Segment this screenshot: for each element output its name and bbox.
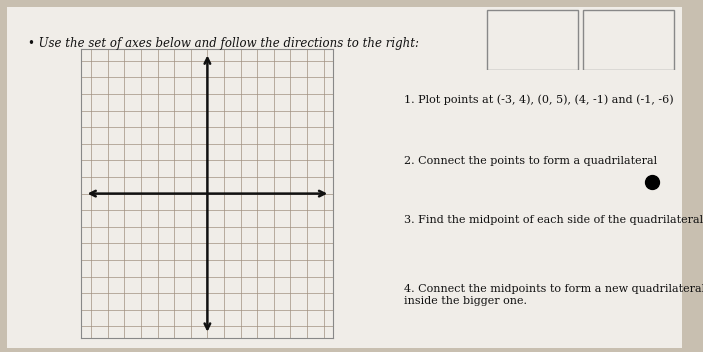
- Bar: [486, 10, 578, 70]
- Text: 4. Connect the midpoints to form a new quadrilateral
inside the bigger one.: 4. Connect the midpoints to form a new q…: [404, 284, 703, 306]
- Bar: [583, 10, 674, 70]
- Text: 2. Connect the points to form a quadrilateral: 2. Connect the points to form a quadrila…: [404, 156, 657, 166]
- Text: • Use the set of axes below and follow the directions to the right:: • Use the set of axes below and follow t…: [28, 37, 419, 50]
- Text: 3. Find the midpoint of each side of the quadrilateral: 3. Find the midpoint of each side of the…: [404, 215, 703, 225]
- Text: 1. Plot points at (-3, 4), (0, 5), (4, -1) and (-1, -6): 1. Plot points at (-3, 4), (0, 5), (4, -…: [404, 95, 674, 105]
